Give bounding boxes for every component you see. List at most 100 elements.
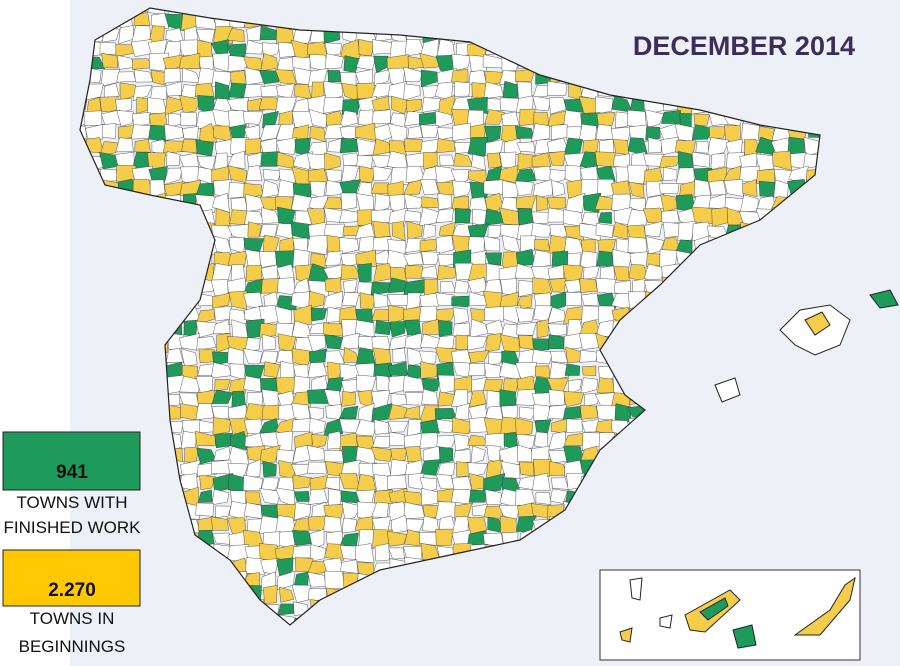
municipality — [534, 238, 550, 252]
municipality — [308, 290, 325, 309]
municipality — [499, 334, 520, 353]
municipality — [244, 364, 265, 379]
municipality — [516, 322, 537, 336]
municipality — [546, 196, 566, 210]
municipality — [515, 362, 537, 380]
municipality — [679, 180, 697, 199]
municipality — [515, 307, 535, 323]
municipality — [420, 459, 442, 476]
municipality — [180, 430, 197, 450]
municipality — [115, 137, 134, 153]
municipality — [580, 404, 599, 420]
municipality — [757, 126, 775, 141]
municipality — [532, 179, 553, 199]
municipality — [259, 224, 278, 237]
municipality — [324, 277, 342, 294]
municipality — [514, 168, 537, 183]
municipality — [392, 347, 407, 363]
municipality — [597, 377, 615, 394]
municipality — [534, 431, 549, 449]
municipality — [484, 252, 502, 266]
municipality — [599, 265, 615, 281]
municipality — [276, 263, 296, 282]
municipality — [211, 389, 233, 404]
municipality — [327, 137, 345, 153]
municipality — [386, 530, 408, 547]
municipality — [340, 459, 361, 477]
municipality — [467, 517, 488, 535]
municipality — [338, 405, 359, 420]
municipality — [324, 42, 342, 57]
municipality — [627, 164, 648, 185]
municipality — [150, 69, 166, 86]
municipality — [261, 333, 277, 351]
municipality — [182, 126, 199, 140]
island — [619, 627, 633, 643]
municipality — [228, 377, 248, 395]
municipality — [279, 586, 295, 603]
municipality — [341, 292, 360, 307]
municipality — [695, 141, 709, 154]
municipality — [243, 375, 262, 393]
municipality — [407, 125, 423, 139]
municipality — [372, 436, 391, 448]
municipality — [242, 111, 264, 125]
municipality — [324, 53, 344, 70]
municipality — [549, 277, 567, 293]
municipality — [132, 85, 153, 102]
municipality — [535, 365, 551, 379]
municipality — [262, 111, 279, 129]
municipality — [803, 136, 820, 157]
municipality — [323, 323, 344, 336]
municipality — [178, 53, 201, 69]
municipality — [195, 376, 214, 395]
municipality — [549, 488, 568, 504]
municipality — [535, 492, 552, 505]
municipality — [610, 180, 632, 198]
municipality — [450, 69, 469, 84]
municipality — [532, 472, 551, 491]
municipality — [404, 319, 422, 336]
municipality — [215, 505, 232, 518]
municipality — [484, 489, 502, 505]
municipality — [452, 449, 471, 464]
municipality — [180, 348, 198, 367]
municipality — [594, 151, 616, 168]
municipality — [742, 179, 758, 198]
municipality — [244, 337, 261, 352]
municipality — [163, 167, 183, 185]
municipality — [306, 235, 329, 255]
municipality — [179, 39, 200, 57]
municipality — [598, 212, 612, 224]
municipality — [291, 111, 314, 128]
municipality — [292, 474, 313, 489]
municipality — [437, 193, 452, 211]
municipality — [485, 332, 503, 353]
municipality — [179, 375, 201, 393]
municipality — [116, 71, 136, 83]
municipality — [628, 124, 648, 142]
municipality — [370, 182, 389, 195]
municipality — [499, 445, 520, 465]
municipality — [247, 151, 264, 168]
municipality — [551, 180, 566, 197]
municipality — [453, 279, 470, 294]
municipality — [568, 379, 583, 395]
municipality — [486, 445, 502, 463]
municipality — [339, 532, 359, 547]
municipality — [359, 292, 376, 310]
municipality — [562, 406, 582, 420]
municipality — [661, 209, 680, 225]
municipality — [151, 12, 169, 30]
municipality — [134, 138, 151, 153]
municipality — [165, 348, 184, 363]
municipality — [518, 334, 534, 350]
municipality — [532, 338, 551, 351]
municipality — [517, 502, 537, 519]
municipality — [627, 109, 647, 128]
municipality — [262, 531, 282, 547]
municipality — [551, 250, 569, 267]
municipality — [183, 319, 198, 337]
municipality — [548, 389, 565, 407]
municipality — [403, 405, 420, 420]
